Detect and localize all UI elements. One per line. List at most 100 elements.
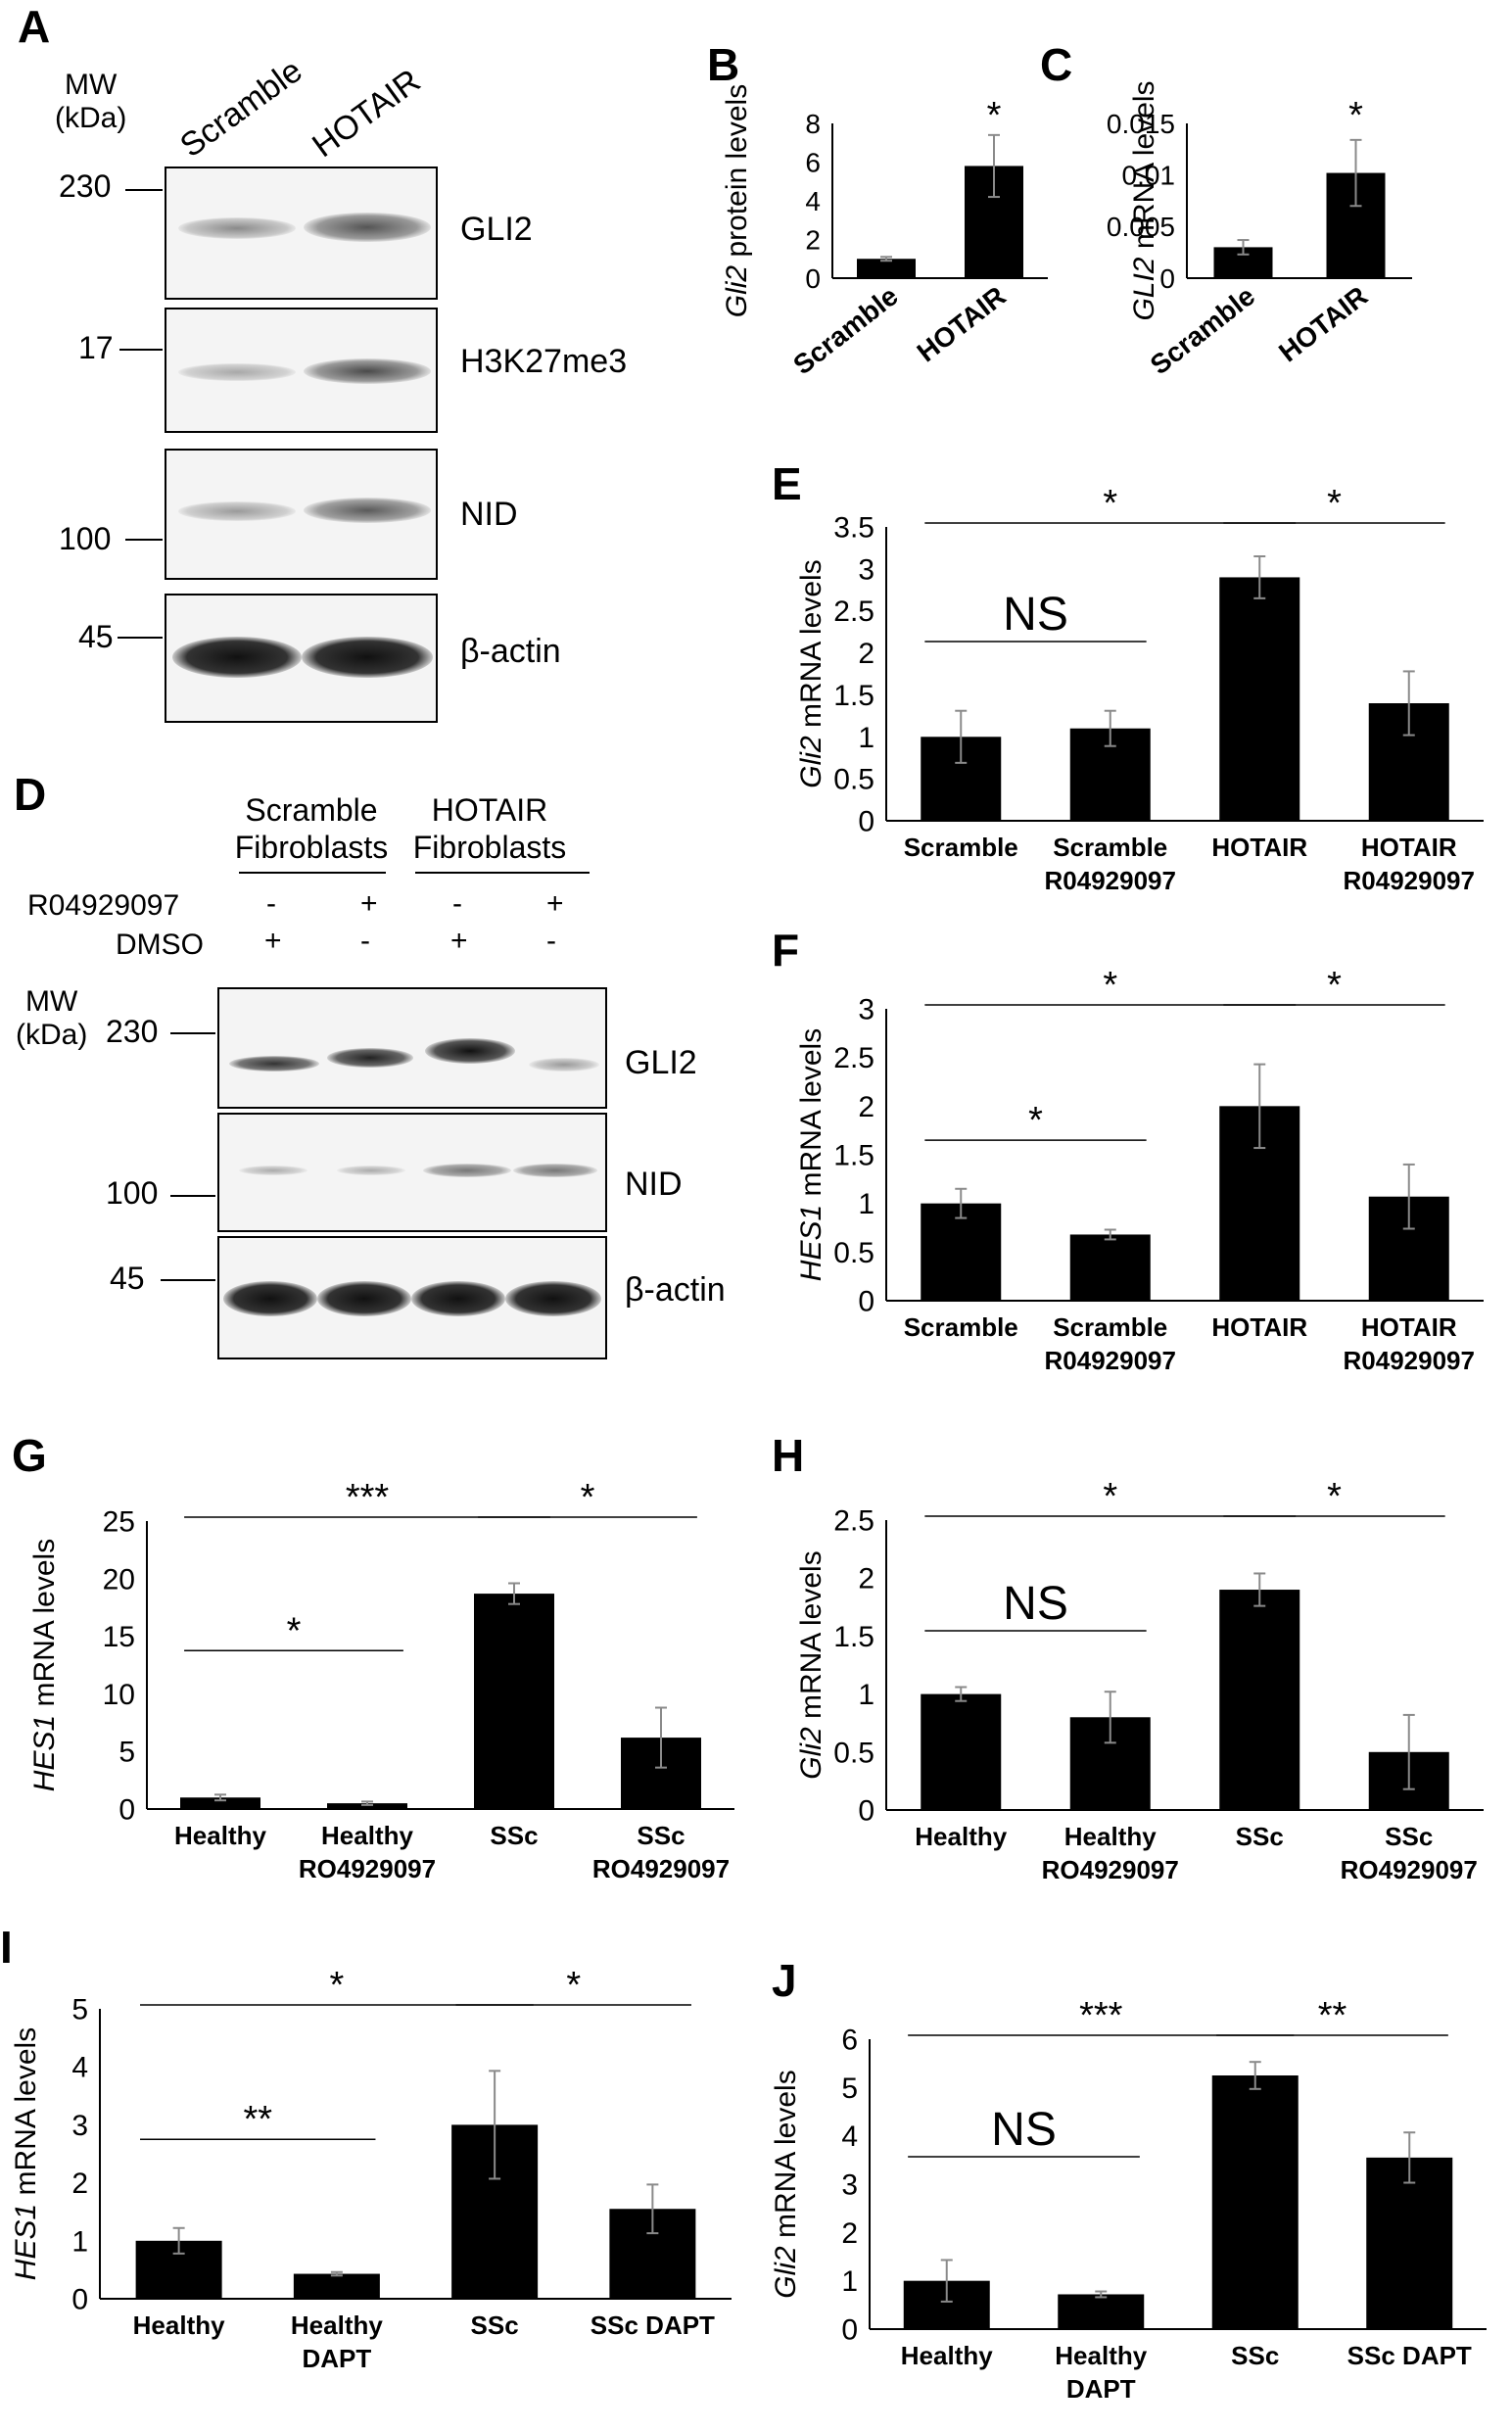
panel-label-c: C <box>1040 39 1072 90</box>
mw-17: 17 <box>78 330 114 365</box>
sign: + <box>450 925 468 957</box>
panel-label-f: F <box>772 925 799 976</box>
band <box>304 498 431 523</box>
band <box>178 363 296 381</box>
band <box>229 1056 319 1072</box>
band <box>178 217 296 239</box>
blot-a-h3k27me3 <box>165 308 438 433</box>
x-tick-label-i: Healthy <box>291 2311 383 2340</box>
bar-h-2 <box>1219 1590 1300 1810</box>
y-tick-label-g: 10 <box>103 1679 135 1711</box>
y-tick-label-f: 0.5 <box>833 1237 874 1269</box>
panel-a-mw-header: MW (kDa) <box>55 69 126 135</box>
comparison-label-i: ** <box>243 2099 272 2140</box>
y-axis-title-gene: Gli2 <box>770 2246 802 2299</box>
mw-45: 45 <box>110 1261 145 1296</box>
x-tick-label-h: Healthy <box>915 1822 1007 1851</box>
panel-label-i: I <box>0 1922 13 1973</box>
sign: - <box>360 925 370 957</box>
treatment-dmso: DMSO <box>116 929 204 961</box>
panel-label-g: G <box>12 1430 47 1481</box>
y-tick-label-b: 8 <box>805 109 821 139</box>
y-tick-label-g: 20 <box>103 1563 135 1596</box>
comparison-label-f: * <box>1103 965 1117 1006</box>
y-tick-label-e: 0 <box>858 806 874 838</box>
group-line1: Scramble <box>245 792 378 828</box>
y-axis-title-gene: GLI2 <box>1128 257 1160 320</box>
y-tick-label-e: 3.5 <box>833 512 874 545</box>
band <box>304 358 431 384</box>
band <box>337 1166 405 1175</box>
y-tick-label-h: 1.5 <box>833 1621 874 1653</box>
y-tick-label-h: 1 <box>858 1679 874 1711</box>
bar-f-0 <box>921 1203 1002 1301</box>
band <box>304 213 431 242</box>
x-tick-label-h: RO4929097 <box>1341 1855 1478 1884</box>
y-tick-label-j: 0 <box>841 2314 858 2347</box>
y-axis-title-gene: Gli2 <box>721 265 753 318</box>
comparison-label-e: * <box>1327 483 1342 524</box>
y-axis-title-gene: HES1 <box>28 1715 61 1791</box>
y-tick-label-e: 3 <box>858 553 874 586</box>
x-tick-label-c: HOTAIR <box>1273 280 1373 367</box>
x-tick-label-h: SSc <box>1236 1822 1284 1851</box>
y-axis-title-rest: protein levels <box>721 84 753 265</box>
y-axis-title-rest: mRNA levels <box>28 1539 61 1715</box>
panel-d-mw-header: MW (kDa) <box>16 985 87 1052</box>
bar-h-0 <box>921 1693 1002 1810</box>
y-tick-label-e: 0.5 <box>833 764 874 796</box>
blot-d-gli2 <box>217 987 607 1109</box>
y-axis-title-gene: Gli2 <box>795 1727 827 1780</box>
y-tick-label-g: 25 <box>103 1506 135 1539</box>
comparison-label-g: * <box>287 1610 302 1651</box>
panel-label-a: A <box>18 1 51 52</box>
mw-tick <box>125 189 163 191</box>
bar-e-2 <box>1219 577 1300 821</box>
x-tick-label-g: SSc <box>637 1821 685 1850</box>
y-tick-label-f: 1 <box>858 1188 874 1220</box>
x-tick-label-i: SSc <box>471 2311 519 2340</box>
sign: + <box>546 887 564 920</box>
x-tick-label-e: Scramble <box>904 833 1018 862</box>
group-line2: Fibroblasts <box>412 830 567 865</box>
y-tick-label-i: 5 <box>71 1994 88 2026</box>
group-hotair-fibroblasts: HOTAIR Fibroblasts <box>392 791 588 866</box>
y-axis-title-rest: mRNA levels <box>10 2027 42 2204</box>
protein-label-gli2: GLI2 <box>460 211 533 248</box>
mw-header-line2: (kDa) <box>16 1019 88 1051</box>
x-tick-label-f: Scramble <box>1053 1312 1167 1342</box>
y-tick-label-h: 2.5 <box>833 1505 874 1538</box>
y-tick-label-j: 4 <box>841 2120 858 2153</box>
x-tick-label-i: DAPT <box>302 2344 371 2373</box>
y-tick-label-j: 2 <box>841 2217 858 2250</box>
mw-230: 230 <box>106 1014 159 1049</box>
x-tick-label-g: Healthy <box>321 1821 413 1850</box>
y-axis-title-rest: mRNA levels <box>795 559 827 736</box>
x-tick-label-b: HOTAIR <box>912 280 1012 367</box>
comparison-label-i: * <box>566 1965 581 2006</box>
group-line1: HOTAIR <box>431 792 548 828</box>
bar-j-2 <box>1211 2075 1299 2329</box>
y-tick-label-f: 0 <box>858 1286 874 1318</box>
y-tick-label-i: 3 <box>71 2110 88 2142</box>
y-tick-label-g: 0 <box>118 1794 135 1827</box>
y-tick-label-j: 3 <box>841 2169 858 2202</box>
comparison-label-j: NS <box>991 2104 1057 2156</box>
comparison-label-j: ** <box>1318 1995 1347 2036</box>
mw-tick <box>125 539 163 541</box>
blot-a-nid <box>165 449 438 580</box>
bar-b-0 <box>857 259 916 278</box>
x-tick-label-f: R04929097 <box>1344 1346 1475 1375</box>
y-tick-label-c: 0 <box>1159 263 1175 294</box>
y-tick-label-g: 5 <box>118 1737 135 1769</box>
x-tick-label-e: R04929097 <box>1045 866 1176 895</box>
mw-tick <box>170 1032 215 1034</box>
x-tick-label-g: RO4929097 <box>299 1854 436 1883</box>
bar-j-3 <box>1366 2157 1453 2329</box>
y-tick-label-i: 0 <box>71 2284 88 2316</box>
y-axis-title-rest: mRNA levels <box>795 1550 827 1727</box>
protein-label-nid: NID <box>460 496 518 533</box>
x-tick-label-f: HOTAIR <box>1211 1312 1307 1342</box>
sign: + <box>360 887 378 920</box>
